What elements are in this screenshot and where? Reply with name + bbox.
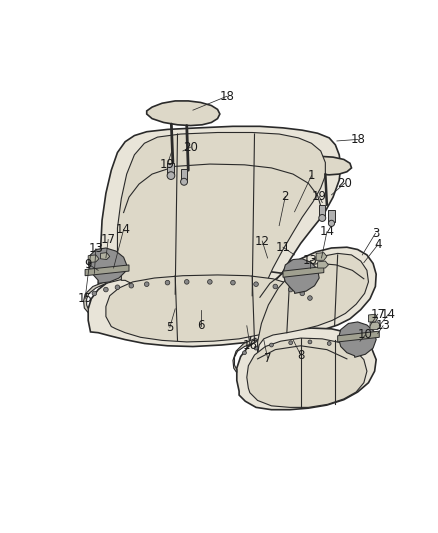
Polygon shape [316, 253, 327, 260]
Polygon shape [167, 163, 174, 174]
Text: 5: 5 [166, 321, 173, 334]
Polygon shape [283, 266, 324, 277]
Text: 13: 13 [376, 319, 391, 332]
Circle shape [308, 340, 312, 344]
Circle shape [343, 345, 346, 349]
Text: 14: 14 [381, 308, 396, 321]
Polygon shape [339, 322, 376, 357]
Polygon shape [100, 253, 110, 260]
Polygon shape [258, 253, 368, 355]
Text: 6: 6 [197, 319, 205, 332]
Circle shape [165, 280, 170, 285]
Polygon shape [117, 133, 325, 297]
Polygon shape [88, 269, 321, 346]
Circle shape [115, 285, 120, 289]
Circle shape [269, 343, 273, 347]
Text: 13: 13 [88, 243, 103, 255]
Text: 19: 19 [160, 158, 175, 171]
Polygon shape [106, 275, 307, 342]
Text: 12: 12 [255, 235, 270, 247]
Polygon shape [88, 248, 127, 284]
Text: 10: 10 [358, 328, 373, 342]
Polygon shape [88, 255, 99, 263]
Circle shape [145, 282, 149, 287]
Polygon shape [247, 247, 376, 360]
Polygon shape [181, 168, 187, 180]
Text: 11: 11 [276, 241, 290, 254]
Text: 14: 14 [116, 223, 131, 236]
Circle shape [254, 282, 258, 287]
Polygon shape [84, 276, 121, 313]
Polygon shape [319, 205, 325, 216]
Text: 20: 20 [183, 141, 198, 154]
Circle shape [254, 346, 258, 350]
Polygon shape [237, 328, 376, 410]
Text: 15: 15 [78, 292, 92, 305]
Text: 16: 16 [242, 338, 258, 351]
Text: 17: 17 [101, 233, 116, 246]
Circle shape [129, 284, 134, 288]
Text: 13: 13 [303, 254, 318, 267]
Circle shape [167, 172, 175, 180]
Text: 2: 2 [282, 190, 289, 203]
Text: 17: 17 [370, 308, 385, 321]
Circle shape [288, 287, 293, 292]
Text: 20: 20 [337, 177, 352, 190]
Circle shape [103, 287, 108, 292]
Polygon shape [247, 338, 367, 407]
Circle shape [184, 280, 189, 284]
Circle shape [300, 291, 304, 296]
Text: 1: 1 [308, 169, 315, 182]
Circle shape [307, 296, 312, 301]
Polygon shape [147, 101, 220, 126]
Circle shape [328, 220, 335, 227]
Circle shape [273, 284, 278, 289]
Circle shape [356, 352, 360, 356]
Circle shape [180, 179, 187, 185]
Text: 4: 4 [374, 238, 381, 252]
Polygon shape [368, 314, 378, 322]
Circle shape [231, 280, 235, 285]
Polygon shape [338, 331, 379, 342]
Polygon shape [328, 210, 335, 222]
Polygon shape [85, 265, 129, 276]
Polygon shape [98, 126, 341, 317]
Circle shape [243, 351, 247, 354]
Circle shape [289, 341, 293, 345]
Text: 8: 8 [297, 349, 304, 361]
Circle shape [319, 214, 326, 221]
Polygon shape [233, 338, 256, 373]
Text: 18: 18 [350, 133, 365, 146]
Text: 9: 9 [85, 257, 92, 271]
Text: 3: 3 [372, 227, 379, 240]
Circle shape [92, 291, 97, 296]
Polygon shape [318, 261, 328, 268]
Text: 18: 18 [219, 90, 234, 103]
Circle shape [327, 342, 331, 345]
Text: 7: 7 [264, 352, 272, 365]
Circle shape [208, 280, 212, 284]
Polygon shape [283, 259, 319, 294]
Polygon shape [301, 156, 352, 175]
Text: 14: 14 [319, 225, 334, 238]
Polygon shape [370, 322, 381, 329]
Text: 19: 19 [312, 190, 327, 203]
